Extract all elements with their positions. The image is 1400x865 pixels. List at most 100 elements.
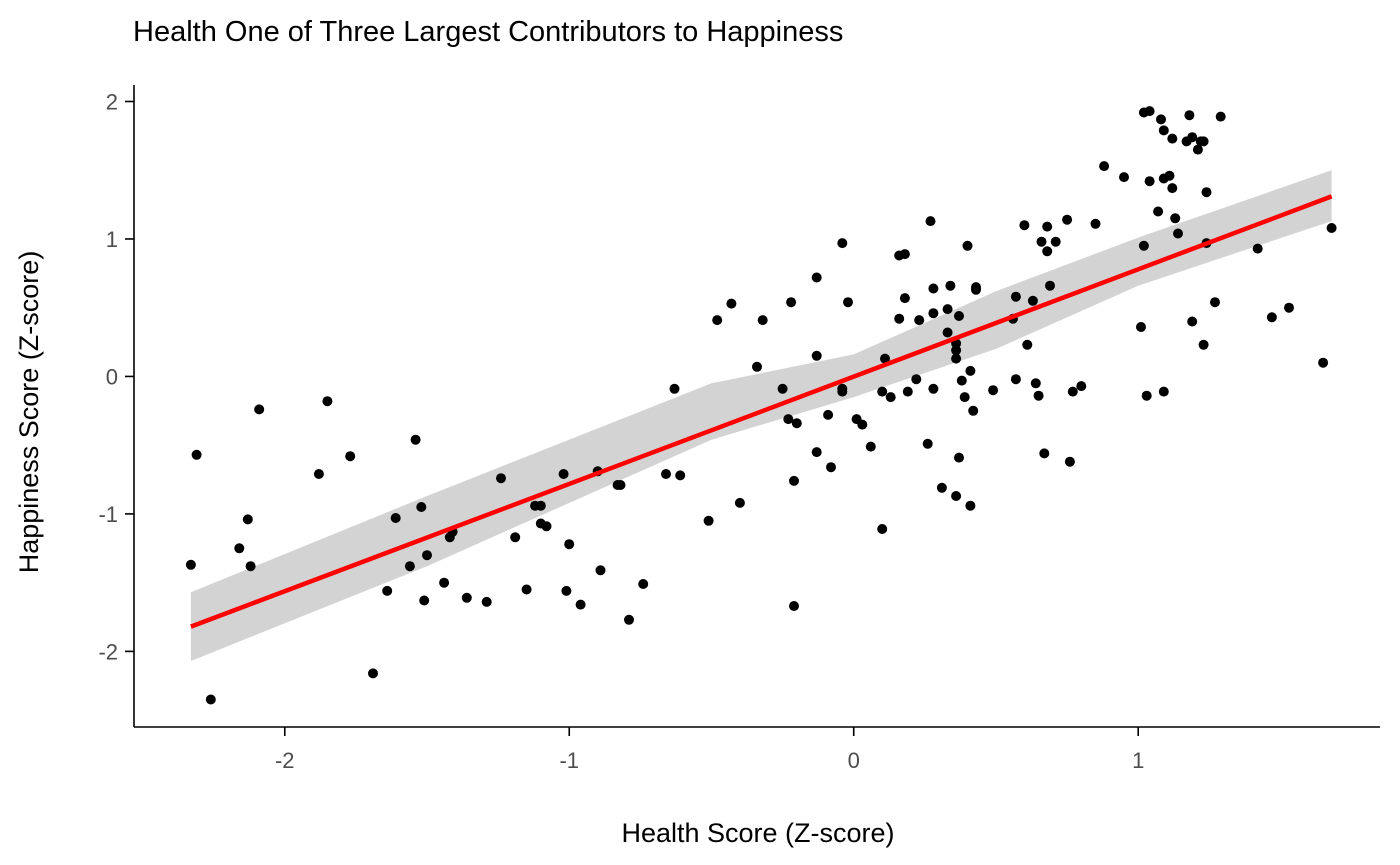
data-point [575, 599, 586, 610]
data-point [1045, 280, 1055, 291]
x-axis-label: Health Score (Z-score) [621, 818, 894, 848]
data-point [382, 585, 393, 596]
data-point [1076, 381, 1087, 392]
data-point [1138, 240, 1149, 251]
data-point [826, 462, 836, 473]
data-point [368, 668, 378, 679]
data-point [954, 311, 964, 321]
data-point [968, 405, 979, 416]
data-point [734, 497, 745, 508]
data-point [865, 441, 876, 452]
data-point [416, 502, 427, 512]
data-point [922, 438, 933, 449]
x-tick-label: -1 [559, 748, 579, 773]
data-point [638, 579, 649, 589]
data-point [837, 386, 848, 397]
data-point [661, 469, 671, 479]
data-point [496, 473, 506, 484]
y-tick-label: 0 [106, 364, 118, 389]
data-point [914, 315, 925, 326]
fit-line-layer [190, 194, 1333, 629]
data-point [1266, 312, 1277, 323]
chart-title: Health One of Three Largest Contributors… [133, 16, 843, 48]
data-point [1187, 132, 1198, 143]
data-point [837, 238, 848, 249]
data-point [1042, 246, 1053, 257]
data-point [965, 365, 976, 376]
data-point [1158, 386, 1169, 397]
data-point [541, 521, 552, 532]
data-point [404, 561, 415, 572]
data-point [1326, 223, 1337, 233]
data-point [954, 452, 964, 463]
data-point [752, 361, 762, 372]
data-point [988, 385, 999, 396]
data-point [1019, 220, 1030, 231]
data-point [1027, 295, 1038, 306]
data-point [823, 409, 834, 420]
data-point [1144, 176, 1155, 187]
data-point [410, 434, 421, 445]
data-point [1141, 390, 1152, 401]
data-point [956, 375, 967, 386]
data-point [1042, 221, 1053, 232]
data-point [885, 392, 896, 403]
data-point [965, 500, 976, 511]
y-tick-label: -2 [98, 639, 118, 664]
data-point [877, 386, 888, 397]
data-point [205, 694, 216, 705]
confidence-band [190, 170, 1332, 661]
data-point [675, 470, 686, 481]
data-point [1167, 133, 1178, 144]
data-point [1187, 316, 1198, 327]
data-point [1022, 339, 1033, 350]
data-point [902, 386, 913, 397]
data-point [1062, 214, 1073, 225]
data-point [1198, 339, 1209, 350]
data-point [928, 383, 939, 394]
data-point [669, 383, 680, 394]
data-point [880, 353, 890, 364]
data-point [1284, 302, 1294, 313]
y-axis-label: Happiness Score (Z-score) [14, 251, 44, 574]
data-point [535, 500, 546, 511]
data-point [322, 396, 333, 407]
data-point [712, 315, 723, 326]
data-point [783, 414, 794, 425]
data-point [1252, 243, 1263, 254]
data-point [345, 451, 356, 462]
data-point [242, 514, 253, 525]
data-point [1039, 448, 1050, 459]
data-point [254, 404, 265, 415]
data-point [1119, 172, 1129, 183]
confidence-band-layer [190, 170, 1332, 661]
data-point [1064, 456, 1075, 467]
data-point [928, 283, 939, 294]
data-point [422, 550, 432, 561]
data-point [1036, 236, 1047, 247]
data-point [1198, 136, 1209, 147]
data-point [857, 419, 868, 430]
data-point [791, 418, 802, 429]
data-point [951, 491, 962, 501]
data-point [245, 561, 256, 572]
data-point [1192, 144, 1203, 155]
data-point [558, 469, 569, 479]
data-point [894, 313, 905, 324]
data-point [877, 524, 888, 534]
y-ticks: -2 -1 0 1 2 [98, 89, 134, 664]
data-point [928, 308, 939, 319]
data-point [1010, 374, 1021, 385]
data-point [925, 216, 936, 227]
data-point [911, 374, 922, 385]
data-point [811, 350, 822, 361]
data-point [1215, 111, 1226, 122]
data-point [185, 559, 196, 570]
data-point [789, 601, 799, 611]
data-point [1318, 357, 1329, 368]
y-tick-label: 1 [106, 227, 118, 252]
data-point [1010, 291, 1021, 302]
data-point [1164, 170, 1175, 181]
